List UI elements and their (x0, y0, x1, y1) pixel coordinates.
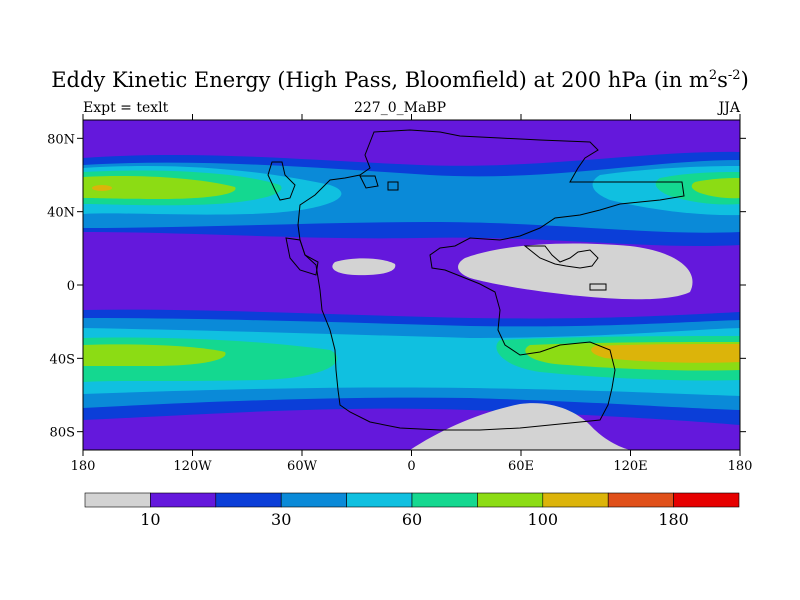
lon-axis: 180 120W 60W 0 60E 120E 180 (71, 114, 753, 474)
colorbar-label: 60 (402, 510, 422, 529)
case-label: 227_0_MaBP (353, 100, 447, 116)
lat-tick-label: 80S (50, 426, 75, 441)
coastline-north-islands (267, 161, 296, 201)
colorbar-bin (150, 492, 217, 508)
colorbar-bin (542, 492, 609, 508)
lon-tick-label: 180 (71, 459, 96, 474)
nh-band-lime-east (691, 178, 740, 199)
sh-band-orange (591, 344, 740, 363)
colorbar: 10 30 60 100 180 (84, 492, 740, 529)
contour-field (83, 120, 740, 450)
colorbar-bin (607, 492, 674, 508)
lon-tick-label: 120E (613, 459, 647, 474)
lon-tick-label: 0 (407, 459, 415, 474)
season-label: JJA (718, 100, 740, 116)
polar-low-south (410, 403, 630, 450)
lat-tick-label: 80N (47, 132, 75, 147)
lon-tick-label: 60E (508, 459, 534, 474)
nh-band-lime (83, 176, 236, 199)
colorbar-bin (673, 492, 740, 508)
colorbar-label: 100 (528, 510, 559, 529)
colorbar-label: 10 (140, 510, 160, 529)
coastline-east-bumps (523, 245, 599, 269)
map-title: Eddy Kinetic Energy (High Pass, Bloomfie… (51, 68, 749, 92)
colorbar-bin (411, 492, 478, 508)
sh-band-lime-west (83, 344, 226, 366)
colorbar-label: 180 (658, 510, 689, 529)
experiment-label: Expt = texlt (83, 100, 169, 116)
coastline-main (297, 129, 685, 431)
lat-tick-label: 0 (67, 279, 75, 294)
colorbar-label: 30 (271, 510, 291, 529)
coastlines (267, 129, 685, 431)
colorbar-bin (84, 492, 151, 508)
lon-tick-label: 180 (728, 459, 753, 474)
lon-tick-label: 60W (287, 459, 318, 474)
lat-tick-label: 40N (47, 206, 75, 221)
lat-axis: 80N 40N 0 40S 80S (47, 132, 746, 441)
colorbar-bin (477, 492, 544, 508)
coastline-west-bay (285, 237, 319, 276)
coastline-east-tip (589, 283, 607, 291)
nh-max-spot (92, 185, 112, 191)
coastline-small-1 (359, 175, 379, 189)
equatorial-low-west (332, 258, 396, 276)
lat-tick-label: 40S (50, 352, 75, 367)
equatorial-low-east (458, 243, 693, 300)
colorbar-bin (346, 492, 413, 508)
coastline-small-2 (387, 181, 399, 191)
colorbar-bin (280, 492, 347, 508)
lon-tick-label: 120W (173, 459, 212, 474)
colorbar-bin (215, 492, 282, 508)
